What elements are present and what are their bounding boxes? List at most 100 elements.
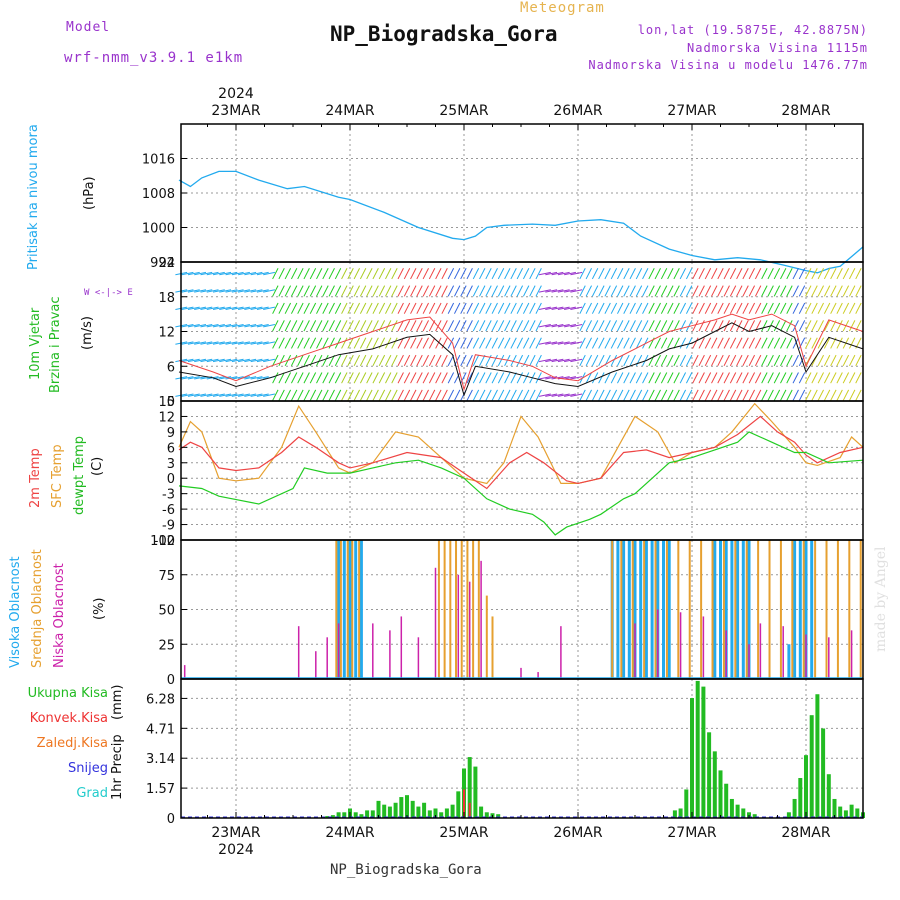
wind-arrow [623,268,630,280]
wind-arrow [219,306,232,311]
wind-arrow [263,358,276,363]
wind-arrow [244,289,257,293]
wind-arrow [303,389,310,401]
cloud-bar-high [798,540,802,679]
wind-arrow [598,285,605,297]
frame-layer [180,123,864,819]
wind-arrow [660,285,668,297]
wind-arrow [667,337,674,349]
wind-arrow [244,306,257,311]
wind-arrow [181,289,194,293]
wind-arrow [372,372,379,384]
wind-arrow [225,393,238,397]
wind-arrow [748,285,756,297]
cloud-bar-mid [734,540,737,679]
wind-arrow [466,285,473,297]
wind-arrow [729,268,737,280]
cloud-bar-mid [358,540,361,679]
precip-bar-total [382,804,387,818]
wind-arrow [347,354,354,367]
wind-arrow [736,302,743,314]
precip-legend-ukupna: Ukupna Kisa [27,686,108,701]
ytick-label: 0 [167,472,175,487]
cloud-bar-high [804,540,808,679]
wind-arrow [316,320,323,332]
wind-arrow [441,372,448,384]
wind-arrow [642,320,649,332]
wind-arrow [579,268,586,280]
wind-arrow [736,389,743,401]
wind-arrow [629,389,636,401]
precip-legend-konvek: Konvek.Kisa [29,711,108,726]
wind-arrow [811,285,818,297]
wind-arrow [855,268,862,280]
wind-arrow [685,268,693,280]
wind-arrow [792,302,799,314]
precip-bar-total [479,806,484,818]
wind-arrow [817,285,824,297]
ytick-label: 24 [158,256,175,271]
wind-arrow [635,320,643,332]
precip-bar-total [342,812,347,818]
cloud-bar-high [359,540,363,679]
wind-arrow [836,372,843,384]
wind-arrow [479,320,486,332]
wind-arrow [435,372,442,384]
wind-arrow [206,358,219,363]
wind-arrow [435,302,442,314]
wind-arrow [698,268,705,280]
wind-arrow [591,389,599,401]
wind-arrow [244,358,257,363]
wind-arrow [836,337,843,349]
precip-bar-total [427,810,432,818]
cloud-bar-low [850,630,853,679]
wind-arrow [410,268,417,280]
wind-arrow [754,268,762,280]
wind-arrow [855,285,862,297]
wind-arrow [754,337,762,349]
wind-arrow [604,285,611,297]
wind-arrow [206,306,219,311]
wind-arrow [830,285,837,297]
cloud-bar-mid [745,540,748,679]
wind-arrow [366,354,373,367]
cloud-bar-low [828,637,830,679]
wind-arrow [497,389,505,401]
wind-arrow [704,372,712,384]
wind-arrow [435,389,442,401]
wind-arrow [522,320,530,332]
wind-arrow [635,354,643,367]
wind-arrow [679,302,687,314]
wind-arrow [497,268,505,280]
wind-arrow [698,337,705,349]
wind-arrow [545,324,558,328]
wind-arrow [692,389,699,401]
wind-arrow [717,354,724,367]
precip-bar-total [433,808,438,818]
precip-bar-total [405,795,409,818]
ytick-label: 6 [167,441,175,456]
wind-arrow [238,324,250,328]
wind-arrow [617,354,624,367]
cloud-bar-mid [346,540,349,679]
ytick-label: 75 [158,569,175,584]
model-name: wrf-nmm_v3.9.1 e1km [64,50,244,66]
wind-arrow [491,302,498,314]
wind-arrow [378,372,386,384]
wind-arrow [729,389,737,401]
elevation-label: Nadmorska Visina 1115m [687,41,868,55]
wind-arrow [529,268,536,280]
wind-arrow [263,306,276,311]
wind-arrow [610,389,618,401]
wind-arrow [585,389,592,401]
wind-arrow [200,341,213,345]
wind-arrow [472,285,480,297]
wind-arrow [194,393,207,397]
wind-arrow [529,302,536,314]
pressure-line [178,170,864,274]
wind-arrow [272,302,279,314]
wind-arrow [623,337,630,349]
wind-arrow [206,393,219,397]
wind-arrow [231,376,244,380]
model-elevation-label: Nadmorska Visina u modelu 1476.77m [588,58,868,72]
